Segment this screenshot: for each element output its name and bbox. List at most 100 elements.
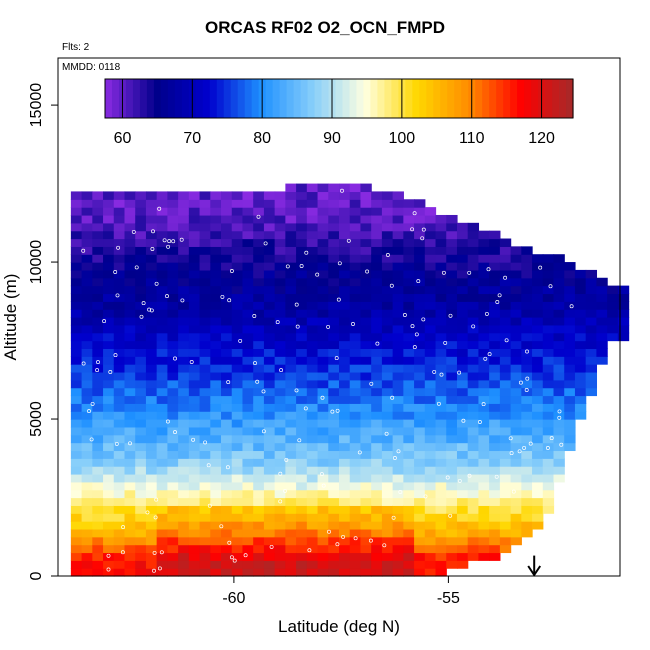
heatmap-cell [564,317,576,326]
heatmap-cell [403,324,415,334]
heatmap-cell [242,552,254,561]
heatmap-cell [403,222,415,232]
heatmap-cell [381,246,394,255]
heatmap-cell [564,434,576,444]
heatmap-cell [424,466,437,475]
heatmap-cell [113,536,126,546]
heatmap-cell [135,411,147,420]
heatmap-cell [542,262,555,271]
heatmap-cell [231,544,244,554]
heatmap-cell [499,505,512,514]
heatmap-cell [296,403,308,412]
sample-point [114,441,119,446]
heatmap-cell [424,497,437,506]
heatmap-cell [188,473,201,483]
heatmap-cell [188,450,201,459]
heatmap-cell [178,489,190,499]
heatmap-cell [242,473,254,483]
heatmap-cell [135,269,147,279]
colorbar-segment [489,79,497,118]
heatmap-cell [381,254,394,263]
heatmap-cell [253,403,265,412]
heatmap-cell [381,536,394,546]
heatmap-cell [489,481,501,491]
heatmap-cell [285,528,297,538]
heatmap-cell [221,481,233,491]
heatmap-cell [145,254,158,263]
heatmap-cell [296,458,308,467]
heatmap-cell [285,246,297,255]
flights-note: Flts: 2 [62,42,90,53]
sample-point [557,415,562,420]
heatmap-cell [446,332,458,342]
heatmap-cell [532,285,544,295]
heatmap-cell [499,309,512,318]
heatmap-cell [446,230,458,240]
heatmap-cell [285,332,297,342]
heatmap-cell [585,277,598,287]
sample-point [375,341,380,346]
heatmap-cell [253,214,265,224]
heatmap-cell [178,521,190,530]
heatmap-cell [199,473,211,483]
heatmap-cell [274,411,286,420]
heatmap-cell [414,324,426,334]
heatmap-cell [231,552,244,561]
sample-point [139,314,144,319]
heatmap-cell [617,301,630,310]
heatmap-cell [339,183,351,193]
heatmap-cell [371,536,383,546]
heatmap-cell [210,230,222,240]
heatmap-cell [392,411,404,420]
heatmap-cell [92,560,104,569]
heatmap-cell [478,505,490,514]
heatmap-cell [81,246,93,255]
sample-point [128,441,132,446]
heatmap-cell [349,230,362,240]
heatmap-cell [414,293,426,302]
heatmap-cell [499,403,512,412]
heatmap-cell [339,317,351,326]
heatmap-cell [564,371,576,381]
sample-point [227,540,232,545]
heatmap-cell [135,560,147,569]
heatmap-cell [339,262,351,271]
heatmap-cell [339,521,351,530]
heatmap-cell [92,332,104,342]
sample-point [297,438,302,443]
heatmap-cell [285,411,297,420]
heatmap-cell [221,560,233,569]
sample-point [284,457,289,462]
heatmap-cell [167,246,179,255]
heatmap-cell [285,238,297,247]
heatmap-cell [188,387,201,397]
heatmap-cell [349,403,362,412]
heatmap-cell [103,458,115,467]
heatmap-cell [221,207,233,216]
heatmap-cell [242,340,254,349]
heatmap-cell [92,317,104,326]
heatmap-cell [339,324,351,334]
heatmap-cell [360,238,372,247]
sample-point [398,490,403,494]
sample-point [278,471,283,476]
heatmap-cell [188,309,201,318]
heatmap-cell [124,505,136,514]
sample-point [481,402,486,407]
heatmap-cell [274,426,286,436]
y-tick-label: 10000 [28,240,45,285]
heatmap-cell [478,395,490,404]
heatmap-cell [103,544,115,554]
heatmap-cell [349,262,362,271]
sample-point [165,294,169,299]
heatmap-cell [371,238,383,247]
heatmap-cell [371,528,383,538]
heatmap-cell [135,340,147,349]
heatmap-cell [510,450,522,459]
heatmap-cell [306,309,319,318]
heatmap-cell [510,419,522,428]
heatmap-cell [564,419,576,428]
heatmap-cell [253,332,265,342]
heatmap-cell [381,419,394,428]
sample-point [191,437,196,442]
